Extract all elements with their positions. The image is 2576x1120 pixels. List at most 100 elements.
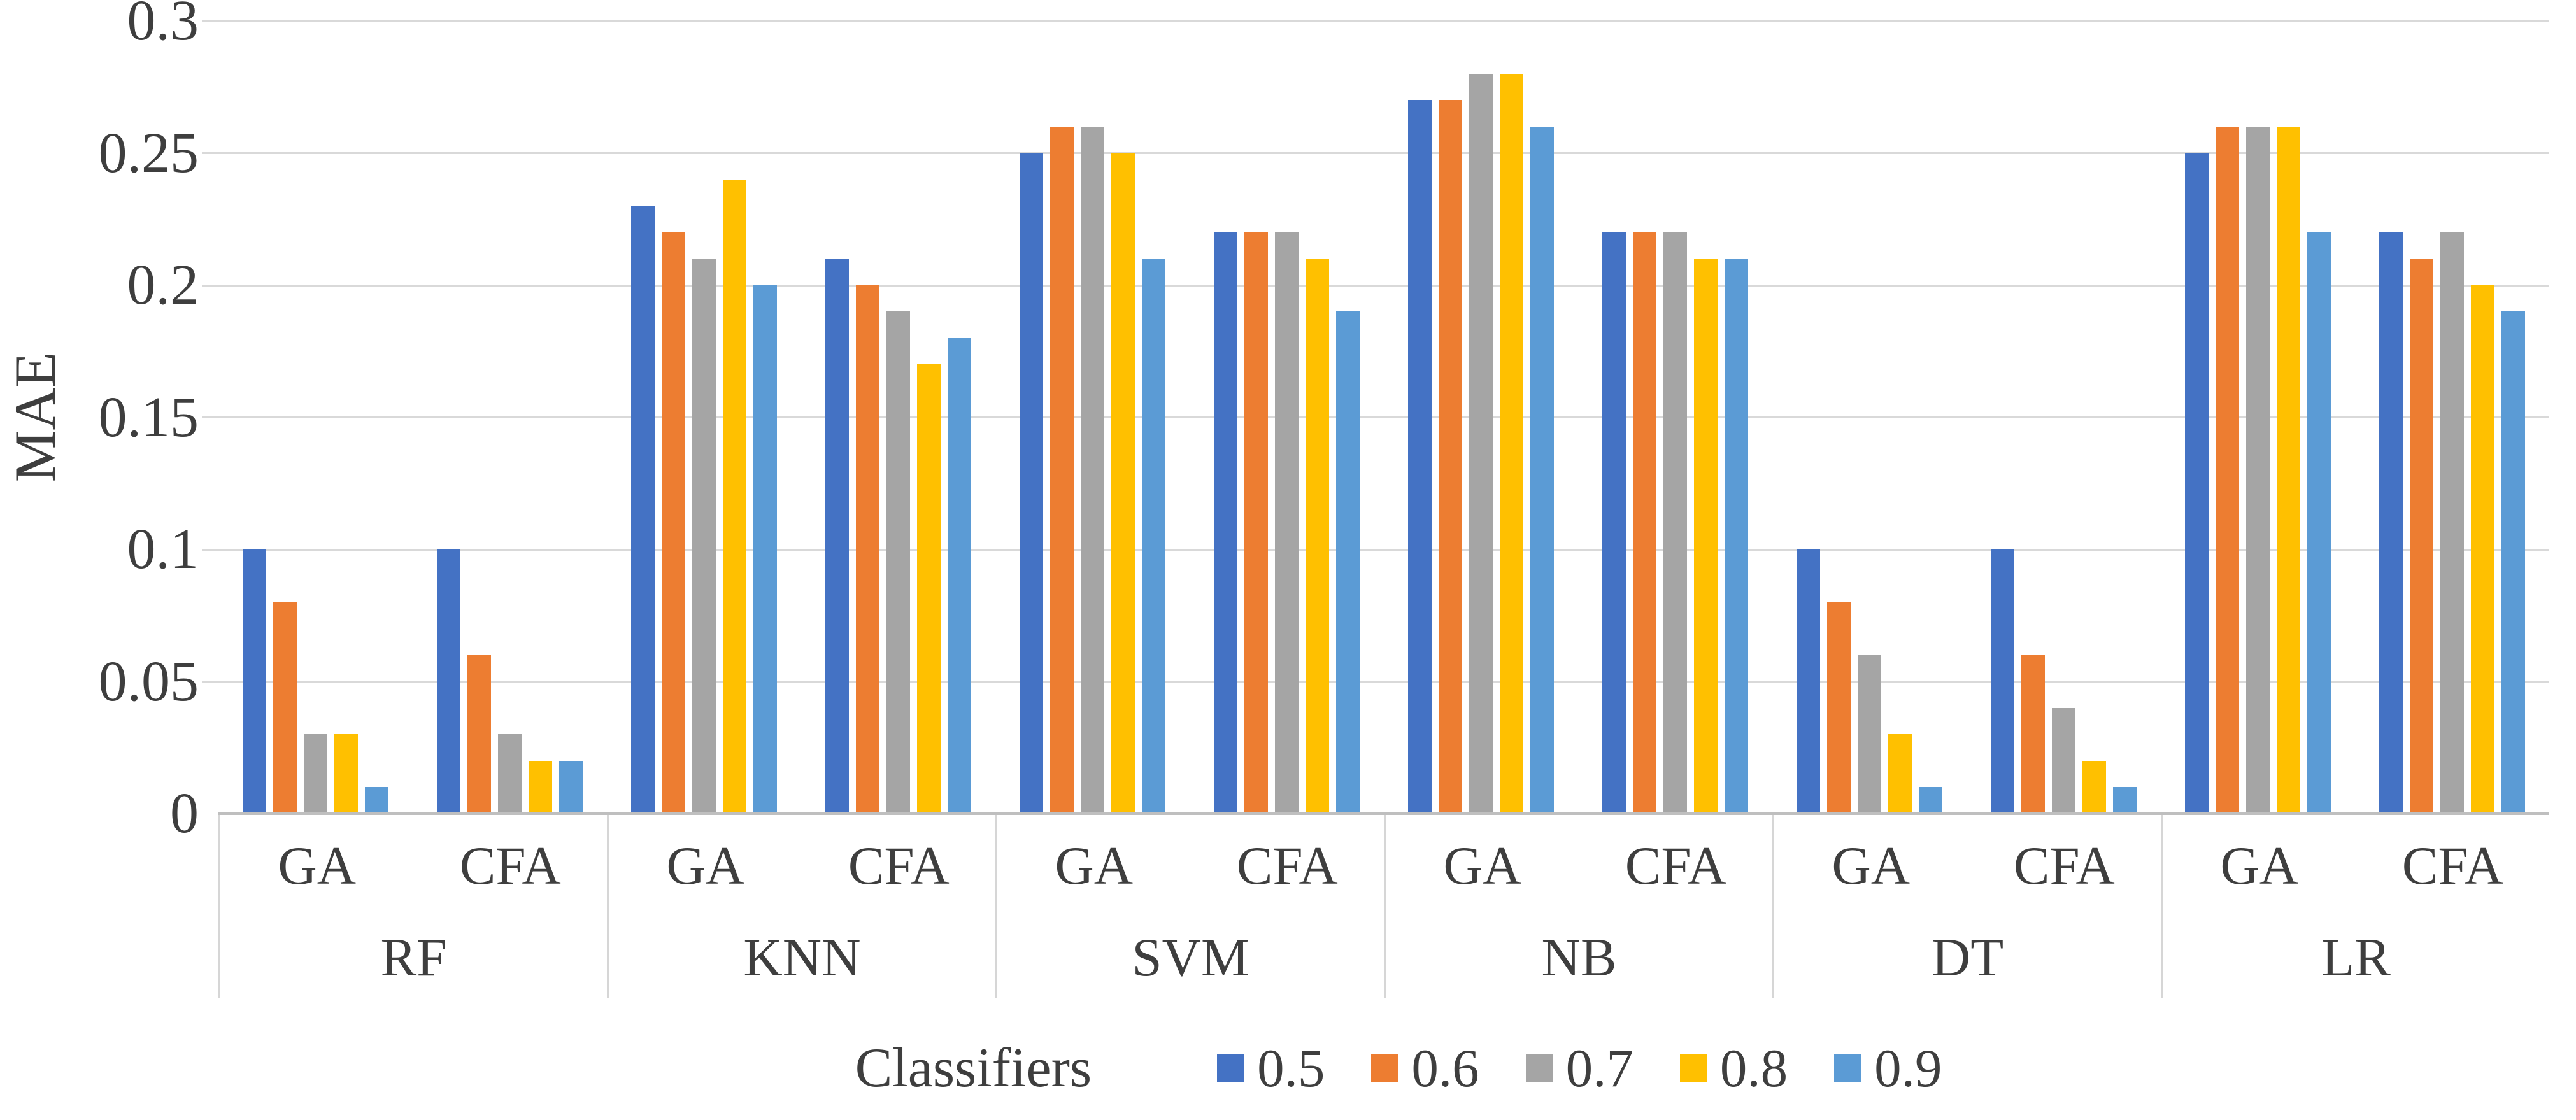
y-tick-label: 0 [170,782,199,845]
y-axis-tick-mark [202,548,218,551]
x-axis-title: Classifiers [855,1037,1092,1099]
y-tick-label: 0.1 [127,518,199,581]
subgroup-label: GA [2220,836,2299,896]
legend-swatch [1371,1054,1399,1082]
subgroup-label: GA [278,836,357,896]
subgroup-label: GA [1832,836,1911,896]
bar-LR-CFA-0.9 [2501,311,2525,814]
classifier-group-SVM [995,21,1384,814]
bar-NB-GA-0.5 [1408,100,1432,814]
group-cell-LR: GA CFA LR [2161,815,2549,998]
bar-LR-GA-0.6 [2216,127,2239,814]
legend-item-0.8: 0.8 [1679,1037,1788,1100]
bar-KNN-CFA-0.7 [886,311,910,814]
bar-LR-GA-0.8 [2277,127,2300,814]
bar-RF-GA-0.7 [304,734,327,814]
classifier-group-RF [218,21,607,814]
bar-SVM-GA-0.6 [1050,127,1074,814]
subgroup-label-row: GA CFA [1774,815,2161,917]
subgroup-label: GA [666,836,745,896]
legend-swatch [1525,1054,1553,1082]
legend-swatch [1834,1054,1862,1082]
legend-item-0.9: 0.9 [1834,1037,1942,1100]
bar-NB-GA-0.8 [1500,74,1523,814]
subgroup-DT-CFA [1967,21,2161,814]
bar-DT-CFA-0.5 [1991,549,2014,814]
classifier-label: KNN [743,928,861,988]
subgroup-label: CFA [848,836,950,896]
bar-SVM-CFA-0.9 [1336,311,1360,814]
subgroup-LR-CFA [2355,21,2549,814]
bar-NB-GA-0.7 [1469,74,1493,814]
bar-SVM-CFA-0.5 [1214,232,1237,814]
bar-SVM-CFA-0.7 [1275,232,1299,814]
bar-RF-CFA-0.7 [498,734,522,814]
bar-groups [218,21,2549,814]
bar-DT-CFA-0.8 [2082,761,2106,814]
bar-RF-GA-0.9 [365,787,388,814]
legend-label: 0.9 [1874,1038,1942,1098]
bar-KNN-GA-0.7 [692,259,716,814]
y-tick-label: 0.25 [98,121,199,185]
subgroup-NB-CFA [1578,21,1772,814]
gridline [218,20,2549,22]
legend-item-0.6: 0.6 [1371,1037,1479,1100]
legend-item-0.5: 0.5 [1217,1037,1325,1100]
bar-NB-CFA-0.9 [1725,259,1748,814]
y-tick-label: 0.05 [98,649,199,713]
legend-swatch [1217,1054,1245,1082]
bar-LR-CFA-0.8 [2471,285,2494,814]
bar-LR-GA-0.9 [2307,232,2331,814]
subgroup-SVM-CFA [1190,21,1384,814]
subgroup-label: CFA [1236,836,1338,896]
bar-RF-GA-0.5 [243,549,266,814]
legend-swatch [1679,1054,1707,1082]
group-cell-NB: GA CFA NB [1384,815,1772,998]
subgroup-label: CFA [2013,836,2115,896]
bar-RF-CFA-0.5 [437,549,460,814]
classifier-group-DT [1772,21,2161,814]
y-axis-tick-mark [202,152,218,154]
bar-SVM-CFA-0.6 [1244,232,1268,814]
y-axis-tick-mark [202,20,218,22]
bar-KNN-CFA-0.8 [917,364,941,814]
bar-NB-GA-0.9 [1530,127,1554,814]
classifier-group-KNN [607,21,995,814]
x-axis-line [218,812,2549,815]
bar-LR-CFA-0.7 [2440,232,2464,814]
bar-RF-CFA-0.9 [559,761,583,814]
subgroup-label: GA [1055,836,1134,896]
group-cell-SVM: GA CFA SVM [995,815,1384,998]
subgroup-RF-GA [218,21,413,814]
y-axis-tick-mark [202,681,218,683]
bar-SVM-CFA-0.8 [1306,259,1329,814]
bar-LR-GA-0.7 [2246,127,2270,814]
bar-RF-GA-0.8 [334,734,358,814]
bar-KNN-CFA-0.6 [856,285,879,814]
group-cell-DT: GA CFA DT [1772,815,2161,998]
bar-NB-CFA-0.8 [1694,259,1718,814]
bar-DT-GA-0.5 [1797,549,1820,814]
classifier-group-NB [1384,21,1772,814]
classifier-label: SVM [1132,928,1249,988]
bar-RF-CFA-0.6 [467,655,491,814]
subgroup-label-row: GA CFA [997,815,1384,917]
subgroup-LR-GA [2161,21,2355,814]
bar-SVM-GA-0.9 [1142,259,1165,814]
subgroup-NB-GA [1384,21,1578,814]
bar-NB-CFA-0.6 [1633,232,1656,814]
legend-label: 0.5 [1257,1038,1325,1098]
classifier-group-LR [2161,21,2549,814]
gridline [218,152,2549,154]
legend-row: Classifiers 0.5 0.6 0.7 0.8 0.9 [0,1022,2576,1114]
bar-KNN-GA-0.6 [662,232,685,814]
subgroup-label-row: GA CFA [609,815,995,917]
gridline [218,284,2549,287]
y-axis-tick-mark [202,284,218,287]
classifier-label: RF [380,928,447,988]
gridline [218,681,2549,683]
bar-DT-GA-0.8 [1888,734,1912,814]
subgroup-KNN-GA [607,21,801,814]
bar-DT-CFA-0.7 [2052,708,2075,814]
